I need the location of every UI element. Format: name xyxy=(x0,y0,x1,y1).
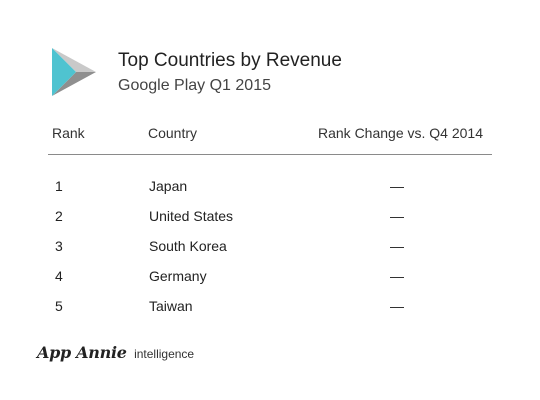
page-title: Top Countries by Revenue xyxy=(118,50,342,72)
table-row: 4 Germany — xyxy=(0,264,540,294)
country-cell: United States xyxy=(149,208,233,224)
rank-change-cell: — xyxy=(382,208,412,224)
rank-change-cell: — xyxy=(382,298,412,314)
header-divider xyxy=(48,154,492,155)
rank-cell: 3 xyxy=(55,238,63,254)
country-cell: South Korea xyxy=(149,238,227,254)
rank-cell: 2 xyxy=(55,208,63,224)
rank-change-cell: — xyxy=(382,238,412,254)
google-play-icon xyxy=(50,46,98,98)
column-header-country: Country xyxy=(148,125,197,141)
table-row: 3 South Korea — xyxy=(0,234,540,264)
rank-cell: 1 xyxy=(55,178,63,194)
rank-change-cell: — xyxy=(382,178,412,194)
brand-tagline: intelligence xyxy=(134,347,194,361)
rank-cell: 4 xyxy=(55,268,63,284)
column-header-rank: Rank xyxy=(52,125,85,141)
country-cell: Germany xyxy=(149,268,207,284)
column-header-rank-change: Rank Change vs. Q4 2014 xyxy=(318,125,483,141)
country-cell: Japan xyxy=(149,178,187,194)
table-body: 1 Japan — 2 United States — 3 South Kore… xyxy=(0,174,540,324)
rank-change-cell: — xyxy=(382,268,412,284)
page-subtitle: Google Play Q1 2015 xyxy=(118,77,271,95)
country-cell: Taiwan xyxy=(149,298,193,314)
rank-cell: 5 xyxy=(55,298,63,314)
table-row: 5 Taiwan — xyxy=(0,294,540,324)
app-annie-logo: App Annie intelligence xyxy=(37,343,194,363)
brand-name: App Annie xyxy=(37,343,127,362)
table-row: 1 Japan — xyxy=(0,174,540,204)
table-row: 2 United States — xyxy=(0,204,540,234)
